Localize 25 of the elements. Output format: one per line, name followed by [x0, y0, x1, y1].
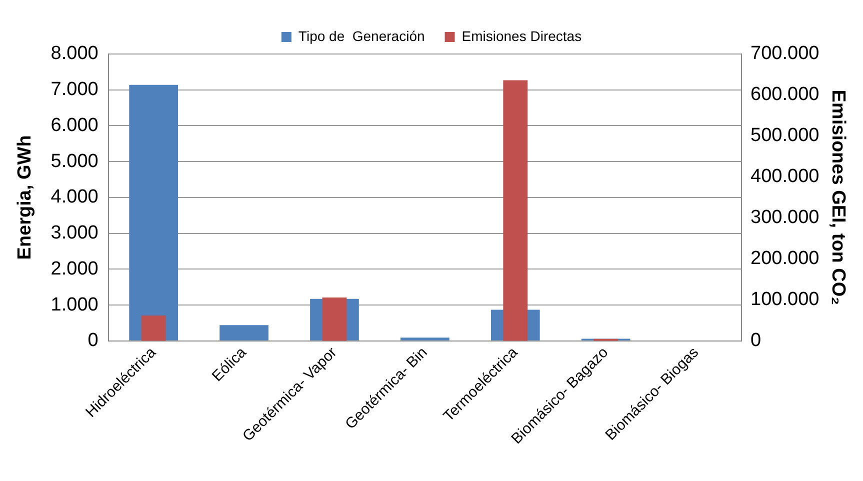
- y-tick-label: 7.000: [50, 79, 98, 100]
- bar: [220, 325, 268, 340]
- y-tick-label: 1.000: [50, 294, 98, 316]
- y2-tick-label: 0: [750, 330, 762, 352]
- bar: [141, 315, 166, 341]
- legend-label: Emisiones Directas: [462, 28, 582, 44]
- bar: [129, 84, 178, 340]
- y2-tick-label: 100.000: [750, 289, 820, 310]
- y-tick-label: 2.000: [50, 258, 98, 280]
- y2-tick-label: 500.000: [750, 125, 820, 146]
- y2-axis-title: Emisiones GEI, ton CO₂: [827, 90, 848, 306]
- y-tick-label: 0: [88, 330, 98, 352]
- y2-tick-label: 700.000: [750, 43, 820, 64]
- bar: [400, 338, 450, 340]
- y-tick-label: 3.000: [50, 222, 98, 244]
- y-tick-label: 8.000: [50, 43, 98, 64]
- y-tick-label: 4.000: [50, 186, 98, 208]
- y2-tick-label: 600.000: [750, 84, 820, 106]
- y-tick-label: 6.000: [50, 114, 98, 136]
- y2-tick-label: 400.000: [750, 166, 820, 188]
- y2-tick-label: 200.000: [750, 248, 820, 270]
- y2-tick-label: 300.000: [750, 207, 820, 228]
- legend-label: Tipo de Generación: [298, 28, 425, 44]
- y-tick-label: 5.000: [50, 150, 98, 172]
- y-axis-title: Energia, GWh: [14, 135, 36, 260]
